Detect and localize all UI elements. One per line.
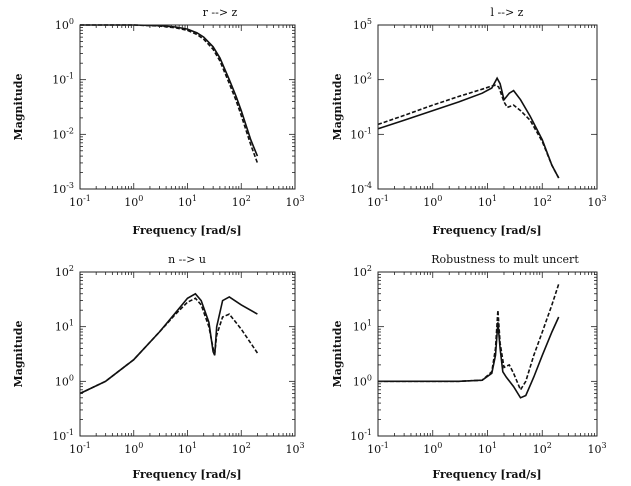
curves xyxy=(79,292,259,395)
x-axis-label: Frequency [rad/s] xyxy=(132,224,241,237)
y-tick-label: 10-3 xyxy=(52,181,74,196)
curves xyxy=(377,76,560,179)
plot-title: r --> z xyxy=(203,6,238,19)
plot-title: n --> u xyxy=(168,253,206,266)
ticks: 10-1 100 101 102 103 10-3 10-2 10-1 100 xyxy=(52,17,304,209)
x-tick-label: 102 xyxy=(232,194,251,209)
y-tick-label: 102 xyxy=(55,264,74,279)
y-axis-label: Magnitude xyxy=(331,321,344,388)
y-tick-label: 105 xyxy=(353,17,372,32)
x-tick-label: 101 xyxy=(478,441,497,456)
y-tick-label: 10-1 xyxy=(350,126,372,141)
x-tick-label: 103 xyxy=(587,441,606,456)
solid-series-line xyxy=(377,76,560,179)
y-tick-label: 10-1 xyxy=(52,72,74,87)
plot-title: Robustness to mult uncert xyxy=(431,253,579,266)
x-tick-label: 100 xyxy=(124,441,143,456)
x-axis-label: Frequency [rad/s] xyxy=(432,224,541,237)
x-tick-label: 103 xyxy=(285,441,304,456)
x-tick-label: 101 xyxy=(478,194,497,209)
x-tick-label: 101 xyxy=(178,441,197,456)
y-tick-label: 101 xyxy=(55,319,74,334)
dashed-series-line xyxy=(377,84,560,179)
solid-series-line xyxy=(79,292,258,395)
x-tick-label: 101 xyxy=(178,194,197,209)
dashed-series-line xyxy=(378,283,560,392)
x-tick-label: 102 xyxy=(232,441,251,456)
x-tick-label: 102 xyxy=(533,441,552,456)
ticks: 10-1 100 101 102 103 10-1 100 101 102 xyxy=(350,264,606,456)
dashed-series-line xyxy=(79,297,259,395)
x-tick-label: 102 xyxy=(533,194,552,209)
y-tick-label: 10-4 xyxy=(350,181,372,196)
x-tick-label: 10-1 xyxy=(69,194,91,209)
y-tick-label: 101 xyxy=(353,319,372,334)
plot-frame xyxy=(377,24,598,190)
y-tick-label: 102 xyxy=(353,264,372,279)
y-tick-label: 100 xyxy=(353,373,372,388)
y-axis-label: Magnitude xyxy=(12,321,25,388)
solid-series-line xyxy=(80,24,259,157)
dashed-series-line xyxy=(80,24,259,164)
curves xyxy=(80,24,259,164)
x-tick-label: 10-1 xyxy=(69,441,91,456)
x-tick-label: 103 xyxy=(285,194,304,209)
plot-robustness: Robustness to mult uncert 10-1 100 101 102 1… xyxy=(331,253,607,481)
plot-frame xyxy=(79,271,296,437)
curves xyxy=(378,283,560,399)
x-tick-label: 10-1 xyxy=(367,441,389,456)
plot-n-to-u: n --> u 10-1 100 101 102 103 10-1 100 101 102 Fr… xyxy=(12,253,305,481)
y-tick-label: 100 xyxy=(55,17,74,32)
plot-r-to-z: r --> z 10-1 100 101 102 10310-310-210-1100 … xyxy=(12,6,305,237)
x-tick-label: 100 xyxy=(423,441,442,456)
x-tick-label: 10-1 xyxy=(367,194,389,209)
solid-series-line xyxy=(378,316,560,399)
y-tick-label: 100 xyxy=(55,373,74,388)
y-tick-label: 10-2 xyxy=(52,126,74,141)
y-tick-label: 102 xyxy=(353,72,372,87)
x-tick-label: 100 xyxy=(423,194,442,209)
x-tick-label: 100 xyxy=(124,194,143,209)
y-tick-label: 10-1 xyxy=(52,428,74,443)
y-tick-label: 10-1 xyxy=(350,428,372,443)
x-tick-label: 103 xyxy=(587,194,606,209)
plot-title: l --> z xyxy=(491,6,524,19)
y-axis-label: Magnitude xyxy=(12,74,25,141)
x-axis-label: Frequency [rad/s] xyxy=(132,468,241,481)
y-axis-label: Magnitude xyxy=(331,74,344,141)
plot-frame xyxy=(377,271,598,437)
ticks: 10-1 100 101 102 103 10-1 100 101 102 xyxy=(52,264,304,456)
x-axis-label: Frequency [rad/s] xyxy=(432,468,541,481)
plot-frame xyxy=(79,24,296,190)
